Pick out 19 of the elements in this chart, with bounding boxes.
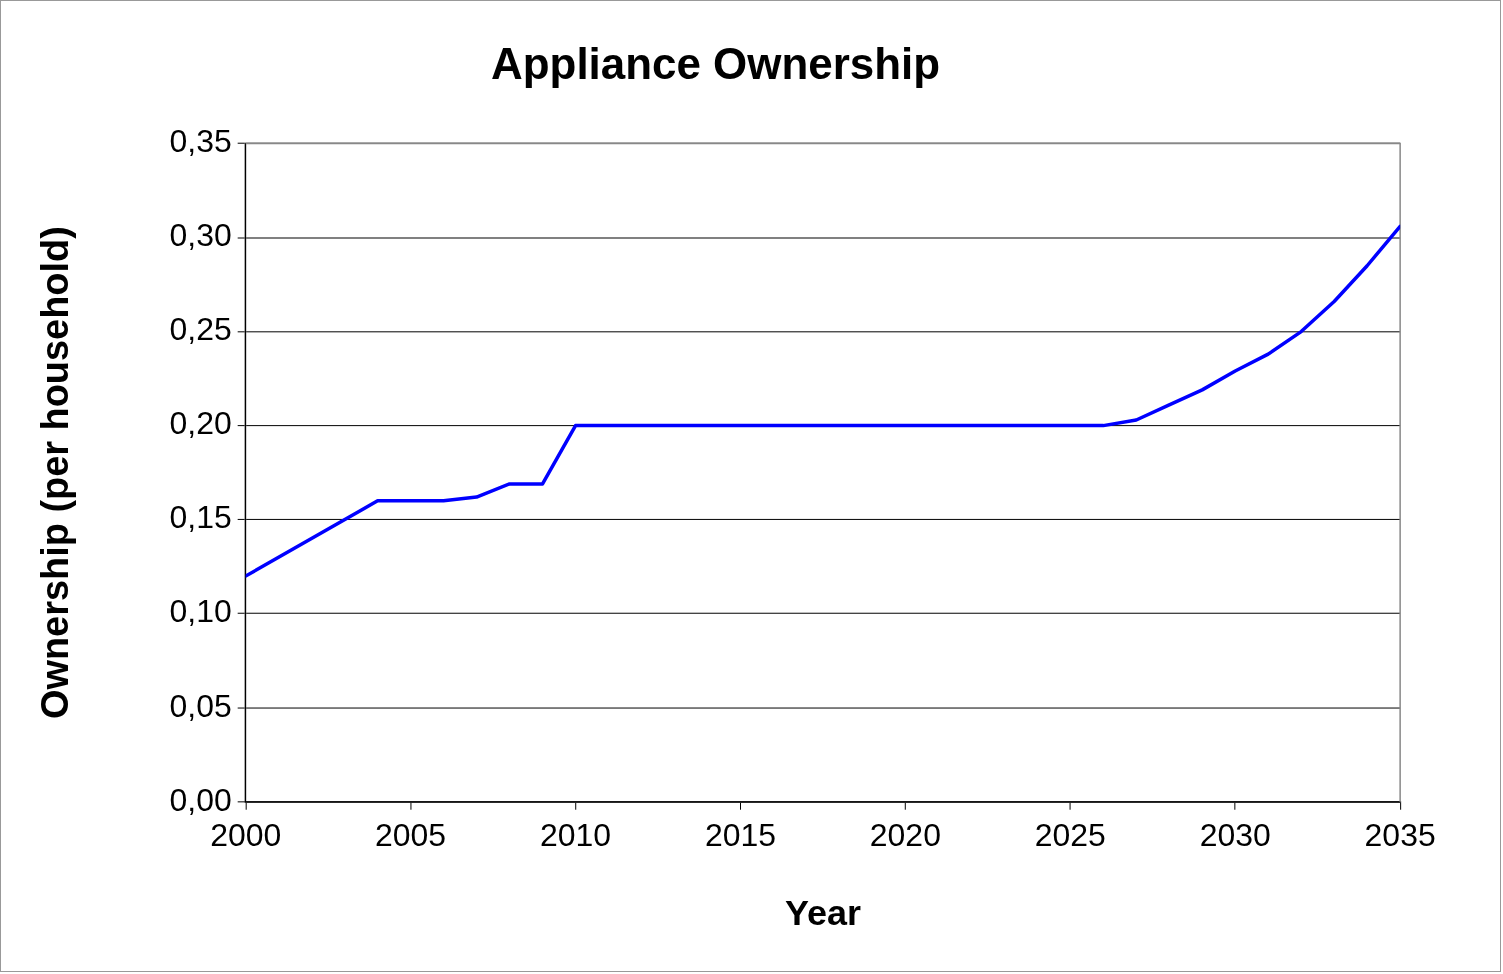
y-tick-label: 0,05 [169,687,232,724]
y-tick-label: 0,30 [169,217,232,254]
chart-title: Appliance Ownership [491,39,941,89]
y-tick-label: 0,20 [169,405,232,442]
x-axis-title: Year [784,892,861,934]
y-tick-label: 0,15 [169,499,232,536]
x-tick-label: 2005 [375,816,447,853]
x-tick-label: 2010 [539,816,612,853]
y-tick-label: 0,35 [169,123,232,160]
x-tick-label: 2025 [1034,816,1106,853]
y-tick-label: 0,00 [169,781,232,818]
x-tick-label: 2000 [210,816,282,853]
y-tick-label: 0,25 [169,311,232,348]
x-tick-label: 2015 [704,816,776,853]
x-tick-label: 2035 [1364,816,1436,853]
y-axis-title: Ownership (per household) [34,226,77,720]
x-tick-label: 2020 [869,816,941,853]
y-tick-label: 0,10 [169,593,232,630]
x-tick-label: 2030 [1199,816,1271,853]
